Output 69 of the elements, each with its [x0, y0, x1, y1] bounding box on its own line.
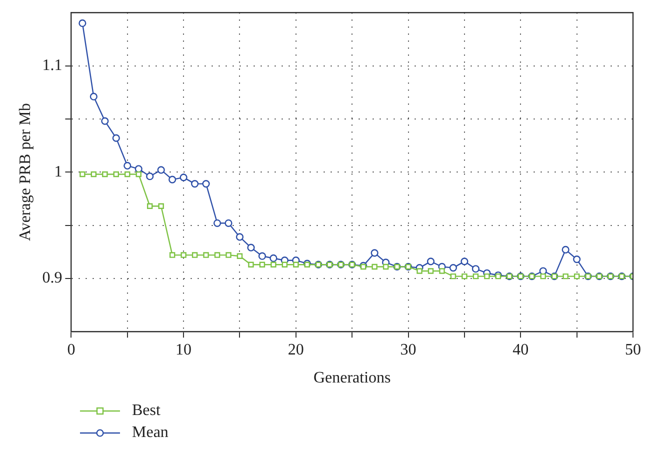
point [80, 171, 86, 178]
point [90, 92, 98, 100]
x-tick-label: 50 [625, 341, 641, 358]
point [484, 273, 490, 280]
legend-label: Best [132, 402, 160, 420]
point [101, 117, 109, 125]
x-axis-title: Generations [313, 370, 391, 387]
point [78, 19, 86, 28]
point [112, 134, 120, 142]
point [562, 246, 570, 254]
point [449, 264, 458, 272]
point [270, 254, 278, 262]
point [248, 262, 254, 268]
x-tick-label: 20 [288, 341, 304, 358]
point [136, 171, 142, 178]
point [190, 180, 199, 188]
point [236, 233, 244, 241]
point [90, 171, 97, 178]
point [574, 273, 580, 280]
y-axis-title: Average PRB per Mb [16, 103, 34, 242]
point [146, 203, 153, 209]
point [102, 171, 108, 178]
point [259, 262, 266, 268]
x-tick-label: 0 [67, 341, 76, 358]
point [540, 273, 546, 280]
point [382, 264, 389, 270]
point [573, 255, 581, 264]
point [157, 166, 165, 174]
x-tick-label: 40 [512, 341, 529, 358]
point [124, 171, 130, 178]
point [146, 172, 154, 180]
point [372, 264, 378, 270]
point [226, 252, 232, 258]
point [113, 171, 120, 178]
point [213, 219, 222, 227]
point [236, 253, 243, 259]
point [124, 162, 132, 170]
point [472, 273, 479, 280]
point [224, 219, 232, 227]
point [214, 252, 220, 258]
point [428, 268, 434, 274]
point [192, 252, 198, 258]
point [293, 262, 299, 268]
y-tick-label: 1 [54, 163, 62, 180]
point [450, 273, 456, 280]
point [270, 262, 276, 268]
y-tick-label: 1.1 [42, 56, 62, 74]
point [460, 258, 468, 266]
x-tick-label: 30 [400, 341, 416, 358]
legend-label: Mean [132, 424, 168, 442]
y-tick-label: 0.9 [42, 270, 62, 287]
point [247, 244, 255, 252]
point [168, 176, 176, 184]
x-tick-label: 10 [176, 341, 192, 358]
point [472, 265, 480, 273]
point [462, 273, 468, 280]
point [426, 258, 435, 266]
point [180, 252, 186, 258]
point [370, 249, 378, 257]
point [169, 252, 176, 258]
point [282, 262, 288, 268]
point [158, 203, 164, 209]
point [203, 252, 209, 258]
point [180, 174, 188, 182]
point [439, 268, 445, 274]
point [562, 273, 568, 280]
point [258, 252, 266, 260]
point [202, 180, 210, 188]
point [416, 268, 422, 274]
